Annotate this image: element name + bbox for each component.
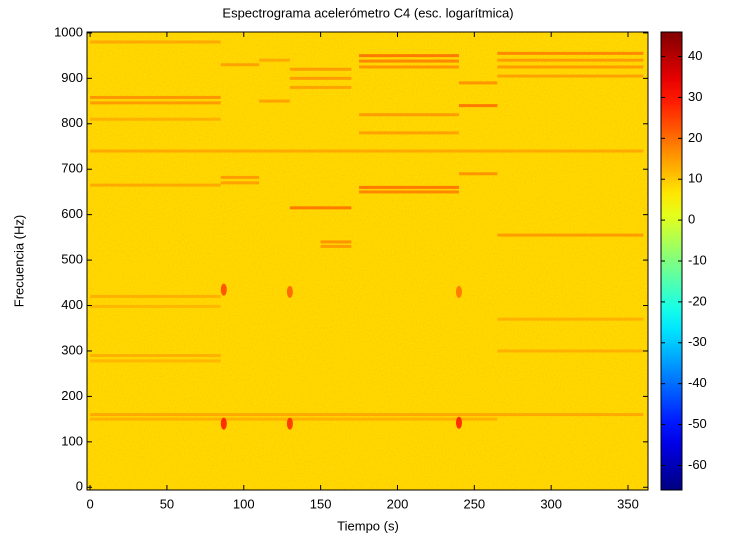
y-tick-label: 900: [61, 70, 83, 85]
x-tick-label: 300: [540, 496, 562, 511]
spectral-line: [90, 40, 221, 44]
spectral-line: [359, 65, 459, 69]
hot-spot: [286, 285, 293, 298]
spectral-line: [458, 172, 498, 176]
y-axis-label: Frecuencia (Hz): [11, 215, 26, 307]
spectral-line: [220, 175, 260, 179]
colorbar-tick-label: 30: [688, 89, 702, 104]
hot-spot: [220, 417, 227, 430]
x-axis-label: Tiempo (s): [337, 518, 399, 533]
spectral-line: [90, 354, 221, 358]
spectral-line: [259, 58, 290, 62]
colorbar-tick-label: -10: [688, 252, 707, 267]
x-tick-label: 100: [233, 496, 255, 511]
plot-frame: [86, 31, 649, 491]
chart-title: Espectrograma acelerómetro C4 (esc. loga…: [222, 5, 513, 20]
spectral-line: [90, 149, 644, 153]
hot-spot: [220, 283, 227, 296]
spectral-line: [90, 95, 221, 99]
y-tick-label: 1000: [54, 24, 83, 39]
colorbar-tick-label: 10: [688, 171, 702, 186]
x-tick-label: 150: [310, 496, 332, 511]
spectral-line: [90, 413, 644, 417]
spectral-line: [359, 190, 459, 194]
hot-spot: [455, 416, 462, 429]
spectral-line: [90, 101, 221, 105]
spectral-line: [320, 244, 352, 248]
colorbar: [661, 32, 682, 490]
colorbar-tick-label: -50: [688, 416, 707, 431]
colorbar-tick-label: -20: [688, 293, 707, 308]
spectral-line: [90, 359, 221, 363]
colorbar-tick-label: 20: [688, 130, 702, 145]
spectral-line: [458, 104, 498, 108]
spectral-line: [458, 81, 498, 85]
spectral-line: [359, 113, 459, 117]
spectral-line: [289, 76, 352, 80]
spectral-line: [497, 317, 644, 321]
spectral-line: [220, 181, 260, 185]
x-tick-label: 0: [86, 496, 93, 511]
spectral-line: [359, 185, 459, 189]
y-tick-label: 0: [76, 479, 83, 494]
spectral-line: [90, 183, 221, 187]
spectral-line: [90, 294, 221, 298]
spectral-line: [359, 59, 459, 63]
spectral-line: [359, 54, 459, 58]
colorbar-tick-label: -40: [688, 375, 707, 390]
spectral-line: [90, 417, 498, 421]
y-tick-label: 500: [61, 252, 83, 267]
speckle-texture: [87, 32, 648, 490]
spectral-line: [497, 74, 644, 78]
y-tick-label: 600: [61, 206, 83, 221]
x-tick-label: 50: [160, 496, 174, 511]
spectral-line: [259, 99, 290, 103]
spectral-line: [497, 65, 644, 69]
spectral-line: [320, 240, 352, 244]
y-tick-label: 200: [61, 388, 83, 403]
x-tick-label: 200: [387, 496, 409, 511]
y-tick-label: 100: [61, 433, 83, 448]
hot-spot: [455, 285, 462, 298]
spectral-line: [289, 67, 352, 71]
x-tick-label: 250: [463, 496, 485, 511]
y-tick-label: 400: [61, 297, 83, 312]
colorbar-tick-label: -60: [688, 457, 707, 472]
x-tick-label: 350: [617, 496, 639, 511]
spectral-line: [220, 63, 260, 67]
spectral-line: [497, 51, 644, 55]
colorbar-tick-label: 0: [688, 212, 695, 227]
spectral-line: [289, 206, 352, 210]
y-tick-label: 700: [61, 161, 83, 176]
colorbar-tick-label: -30: [688, 334, 707, 349]
spectral-line: [497, 349, 644, 353]
plot-area: [87, 32, 648, 490]
spectral-line: [497, 233, 644, 237]
spectral-line: [90, 117, 221, 121]
spectral-line: [90, 304, 221, 308]
spectral-line: [497, 58, 644, 62]
y-tick-label: 300: [61, 342, 83, 357]
spectral-line: [359, 131, 459, 135]
colorbar-tick-label: 40: [688, 48, 702, 63]
y-tick-label: 800: [61, 115, 83, 130]
hot-spot: [286, 417, 293, 430]
spectral-line: [289, 85, 352, 89]
